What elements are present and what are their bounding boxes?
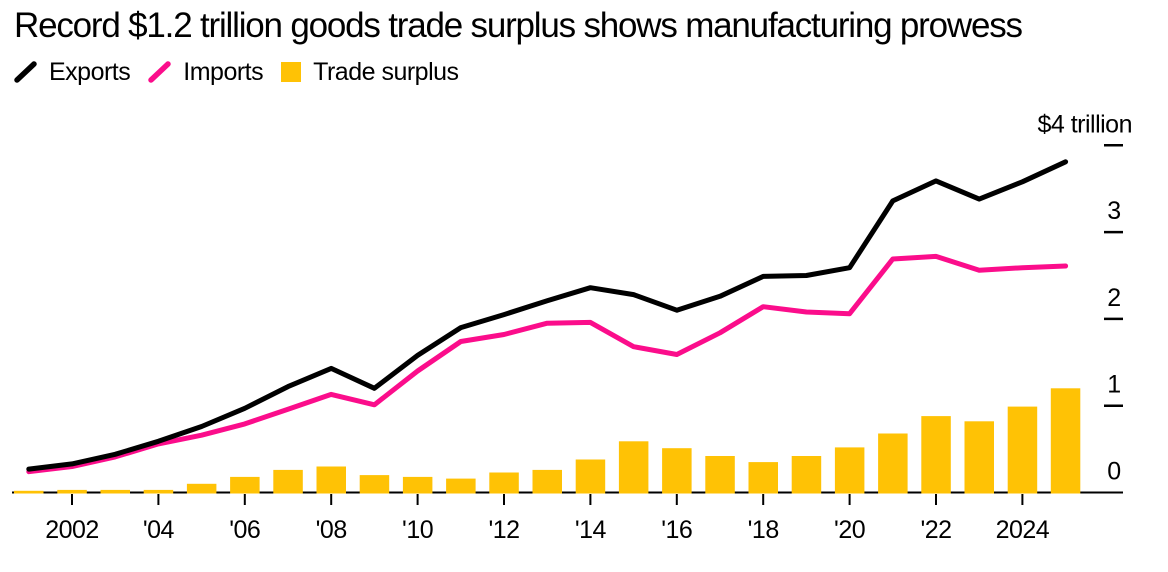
legend-label-imports: Imports [183, 57, 264, 86]
chart-legend: Exports Imports Trade surplus [13, 56, 459, 88]
x-tick-label-2010: '10 [402, 516, 433, 544]
trade-surplus-bar-2015 [618, 441, 649, 494]
legend-item-exports: Exports [13, 57, 131, 87]
trade-surplus-bar-2012 [489, 472, 519, 494]
trade-surplus-bar-2008 [316, 466, 346, 494]
y-axis-label-1: 1 [1107, 371, 1120, 399]
legend-label-trade-surplus: Trade surplus [313, 57, 459, 86]
trade-surplus-bar-2018 [748, 462, 778, 494]
x-tick-label-2014: '14 [575, 516, 607, 544]
x-tick-label-2020: '20 [834, 516, 865, 544]
trade-surplus-bar-2002 [57, 489, 87, 494]
x-tick-label-2016: '16 [661, 516, 692, 544]
legend-item-imports: Imports [147, 57, 264, 87]
x-tick-label-2002: 2002 [45, 516, 99, 544]
x-tick-label-2022: '22 [920, 516, 951, 544]
trade-surplus-bar-2009 [359, 475, 390, 494]
exports-line [26, 159, 1069, 472]
trade-surplus-bar-2020 [834, 447, 865, 494]
y-axis-label-2: 2 [1107, 284, 1120, 312]
imports-line-swatch-icon [148, 61, 172, 83]
trade-surplus-bar-2010 [402, 476, 433, 494]
trade-surplus-bar-2021 [878, 433, 908, 494]
x-tick-label-2012: '12 [488, 516, 519, 544]
x-tick-label-2004: '04 [143, 516, 175, 544]
x-tick-label-2024: 2024 [996, 516, 1050, 544]
x-tick-label-2018: '18 [748, 516, 779, 544]
y-axis-label-0: 0 [1107, 458, 1120, 486]
y-axis-label-3: 3 [1107, 197, 1120, 225]
x-tick-label-2008: '08 [316, 516, 347, 544]
x-tick-label-2006: '06 [229, 516, 260, 544]
trade-surplus-bar-2004 [143, 489, 174, 494]
trade-surplus-bar-2011 [446, 478, 476, 494]
trade-surplus-bar-2017 [705, 456, 735, 494]
imports-line [26, 253, 1069, 475]
trade-surplus-bar-2019 [791, 456, 822, 494]
trade-surplus-bar-2022 [921, 416, 951, 494]
trade-surplus-bar-2007 [273, 469, 303, 494]
trade-surplus-bar-2006 [230, 476, 260, 494]
trade-surplus-bar-2003 [100, 489, 130, 494]
trade-surplus-bar-2023 [964, 421, 994, 494]
chart-title: Record $1.2 trillion goods trade surplus… [14, 6, 1023, 45]
legend-label-exports: Exports [49, 57, 131, 86]
y-axis-label-4: $4 trillion [1037, 110, 1132, 138]
trade-surplus-bar-2001 [14, 490, 44, 494]
trade-surplus-bar-2013 [532, 469, 562, 494]
exports-line-swatch-icon [14, 61, 37, 83]
trade-surplus-bar-2014 [575, 459, 606, 494]
trade-surplus-square-swatch-icon [281, 62, 302, 82]
trade-surplus-bar-2016 [662, 448, 692, 494]
trade-surplus-bar-2024 [1007, 406, 1038, 494]
legend-item-trade-surplus: Trade surplus [280, 57, 459, 87]
trade-surplus-bar-2025 [1050, 388, 1081, 494]
trade-surplus-bar-2005 [186, 483, 217, 494]
